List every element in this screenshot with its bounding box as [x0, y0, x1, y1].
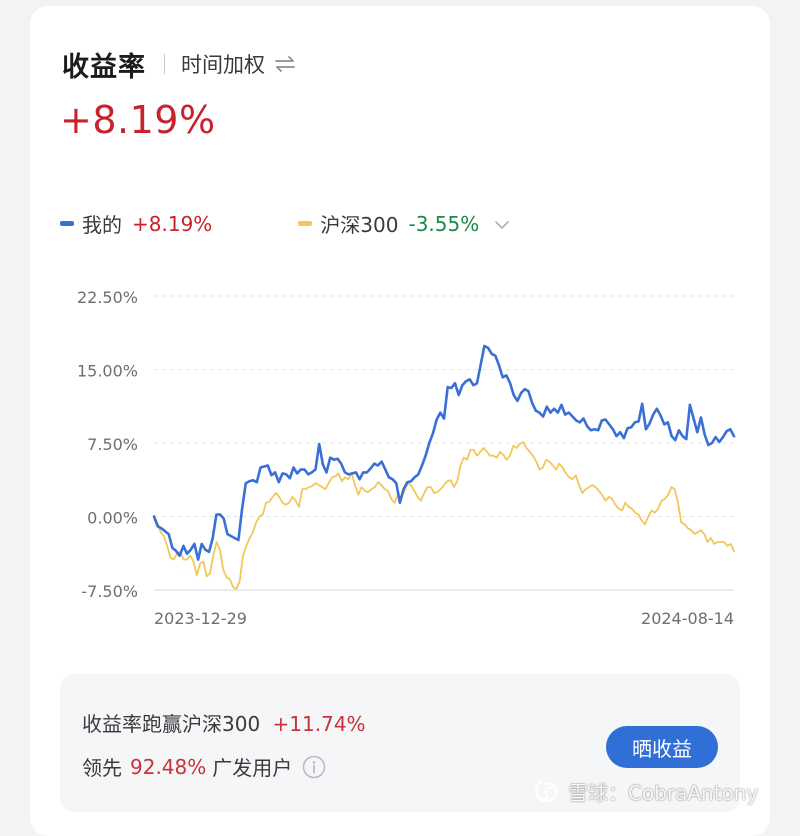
legend-swatch-index	[298, 221, 313, 226]
y-tick-label: 7.50%	[87, 435, 138, 454]
series-line-mine	[152, 344, 736, 561]
share-returns-button[interactable]: 晒收益	[606, 726, 718, 768]
title-row: 收益率 时间加权	[62, 44, 297, 84]
snowball-logo-icon	[532, 776, 562, 806]
y-tick-label: 0.00%	[87, 509, 138, 528]
returns-line-chart: 22.50% 15.00% 7.50% 0.00% -7.50% 2023-12-29 20…	[77, 288, 736, 628]
rank-value: 92.48%	[130, 754, 207, 779]
weighting-mode-label[interactable]: 时间加权	[181, 53, 265, 77]
series-line-index	[153, 441, 735, 590]
chevron-down-icon[interactable]	[493, 215, 511, 233]
y-tick-label: -7.50%	[81, 582, 138, 601]
watermark-text: 雪球：CobraAntony	[568, 780, 759, 805]
outperform-label: 收益率跑赢沪深300	[82, 712, 261, 736]
legend-mine-value: +8.19%	[132, 211, 213, 236]
rank-prefix: 领先	[82, 756, 122, 780]
y-tick-label: 22.50%	[77, 288, 138, 307]
legend-mine-label: 我的	[82, 213, 122, 237]
legend-swatch-mine	[60, 221, 74, 226]
swap-arrows-icon[interactable]	[273, 52, 297, 76]
returns-card: 收益率 时间加权 +8.19% 我的 +8.19% 沪深300 -3.55%	[30, 6, 770, 836]
chart-legend: 我的 +8.19% 沪深300 -3.55%	[60, 209, 511, 238]
title-divider	[164, 54, 165, 74]
rank-line: 领先 92.48% 广发用户	[82, 752, 326, 781]
legend-item-mine: 我的 +8.19%	[60, 209, 212, 238]
rank-suffix: 广发用户	[212, 756, 293, 780]
x-tick-label-end: 2024-08-14	[641, 609, 734, 628]
watermark: 雪球：CobraAntony	[532, 776, 758, 806]
outperform-line: 收益率跑赢沪深300 +11.74%	[82, 708, 366, 737]
total-return-value: +8.19%	[60, 98, 216, 142]
x-tick-label-start: 2023-12-29	[154, 609, 247, 628]
y-tick-label: 15.00%	[77, 362, 138, 381]
outperform-value: +11.74%	[272, 712, 366, 736]
legend-index-label: 沪深300	[320, 213, 399, 237]
summary-panel: 收益率跑赢沪深300 +11.74% 领先 92.48% 广发用户 晒收益	[60, 674, 740, 812]
info-icon[interactable]	[302, 755, 326, 779]
returns-title: 收益率	[62, 51, 146, 83]
legend-item-index[interactable]: 沪深300 -3.55%	[298, 209, 511, 238]
legend-index-value: -3.55%	[408, 211, 480, 236]
